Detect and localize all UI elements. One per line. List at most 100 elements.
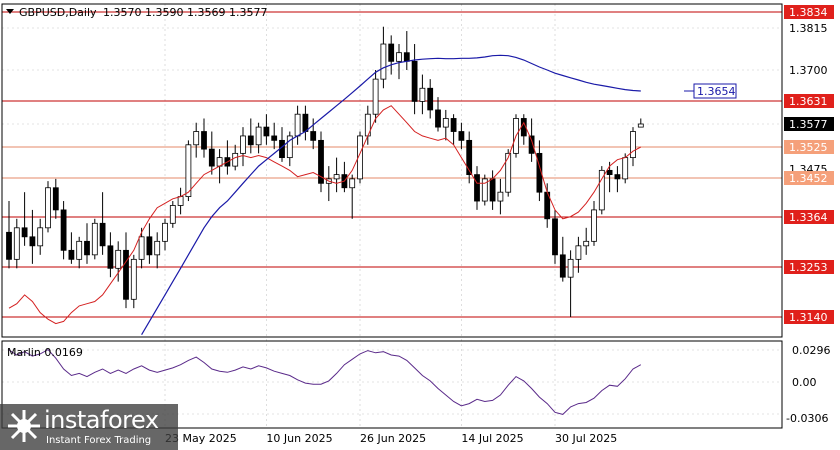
candle-body <box>552 218 558 256</box>
instaforex-logo-icon <box>8 410 40 442</box>
current-price-label: 1.3577 <box>789 118 828 131</box>
candle-body <box>208 148 215 167</box>
symbol-label: GBPUSD,Daily <box>19 6 97 19</box>
level-label-bg <box>784 94 834 108</box>
candle-body <box>349 178 356 189</box>
candle-body <box>598 169 605 211</box>
candle-body <box>505 152 512 193</box>
candle-body <box>99 222 106 247</box>
candle-body <box>591 209 597 242</box>
level-label-bg <box>784 260 834 274</box>
slow-ma-label-box <box>693 83 737 99</box>
time-tick-label: 14 Jul 2025 <box>461 432 523 445</box>
candle-body <box>481 178 488 202</box>
candle-body <box>411 60 418 102</box>
candle-body <box>318 139 324 184</box>
candle-body <box>419 87 426 102</box>
candle-body <box>302 113 309 132</box>
price-tick-label: 1.3815 <box>789 22 828 35</box>
candles <box>6 26 644 317</box>
candle-body <box>380 43 387 80</box>
time-tick-label: 30 Jul 2025 <box>555 432 617 445</box>
candle-body <box>232 152 239 167</box>
candle-body <box>357 135 363 180</box>
candle-body <box>466 139 473 176</box>
candle-body <box>91 222 98 256</box>
candle-body <box>6 231 12 260</box>
level-label-bg <box>784 5 834 19</box>
level-label: 1.3140 <box>789 311 828 324</box>
slow-ma-line <box>141 54 641 336</box>
candle-body <box>333 174 340 180</box>
level-label: 1.3631 <box>789 95 828 108</box>
candle-body <box>372 78 379 115</box>
level-label: 1.3253 <box>789 261 828 274</box>
level-label: 1.3364 <box>789 211 828 224</box>
candle-body <box>84 240 90 256</box>
candle-body <box>450 118 457 132</box>
candle-body <box>583 240 590 247</box>
price-axis: 1.38151.37001.34751.38341.36311.35251.34… <box>684 5 834 425</box>
candle-body <box>45 187 51 229</box>
candle-body <box>442 118 449 128</box>
candle-body <box>474 174 480 202</box>
candle-body <box>247 135 254 146</box>
level-label-bg <box>784 310 834 324</box>
candle-body <box>263 126 270 137</box>
candle-body <box>294 113 301 137</box>
candle-body <box>123 249 129 300</box>
candle-body <box>21 227 28 238</box>
candle-body <box>427 87 434 111</box>
slow-ma-label: 1.3654 <box>697 85 736 98</box>
ohlc-values: 1.3570 1.3590 1.3569 1.3577 <box>103 6 267 19</box>
candle-body <box>310 131 317 141</box>
candle-body <box>559 254 566 278</box>
level-label: 1.3452 <box>789 172 828 185</box>
indicator-tick-label: 0.00 <box>792 376 817 389</box>
dropdown-triangle-icon[interactable] <box>6 9 14 14</box>
current-price-bg <box>784 117 834 131</box>
candle-body <box>169 205 176 224</box>
indicator-label: Marlin 0.0169 <box>7 346 83 359</box>
level-label-bg <box>784 140 834 154</box>
candle-body <box>606 169 613 176</box>
candle-body <box>201 131 207 150</box>
candle-body <box>630 131 636 159</box>
candle-body <box>162 222 168 242</box>
watermark-logo: instaforex Instant Forex Trading <box>0 404 178 450</box>
candle-body <box>76 240 83 260</box>
candle-body <box>193 131 200 146</box>
candle-body <box>154 240 161 256</box>
candle-body <box>458 131 465 141</box>
candle-body <box>637 123 644 128</box>
candle-body <box>388 43 395 62</box>
logo-tagline: Instant Forex Trading <box>46 435 152 446</box>
price-tick-label: 1.3700 <box>789 64 828 77</box>
level-label-bg <box>784 210 834 224</box>
candle-body <box>403 52 410 62</box>
candle-body <box>185 144 192 198</box>
main-panel-frame <box>1 3 783 338</box>
candle-body <box>575 245 582 260</box>
candle-body <box>567 258 574 278</box>
candle-body <box>68 249 75 260</box>
time-tick-label: 23 May 2025 <box>165 432 237 445</box>
candle-body <box>435 109 441 128</box>
fast-ma-line <box>8 105 642 325</box>
time-tick-label: 10 Jun 2025 <box>266 432 332 445</box>
panel-frames <box>1 3 783 429</box>
candle-body <box>29 236 36 247</box>
candle-body <box>255 126 262 146</box>
indicator-panel-frame <box>1 340 783 429</box>
time-axis: 23 May 2025 10 Jun 2025 26 Jun 2025 14 Jul … <box>165 432 617 445</box>
candle-body <box>130 258 137 300</box>
candle-body <box>115 249 122 269</box>
candle-body <box>37 227 44 247</box>
candle-body <box>60 209 67 251</box>
candle-body <box>497 191 504 202</box>
chart-header: GBPUSD,Daily 1.3570 1.3590 1.3569 1.3577 <box>6 6 267 19</box>
indicator-tick-label: -0.0306 <box>786 412 828 425</box>
candle-body <box>138 236 145 260</box>
level-label-bg <box>784 171 834 185</box>
